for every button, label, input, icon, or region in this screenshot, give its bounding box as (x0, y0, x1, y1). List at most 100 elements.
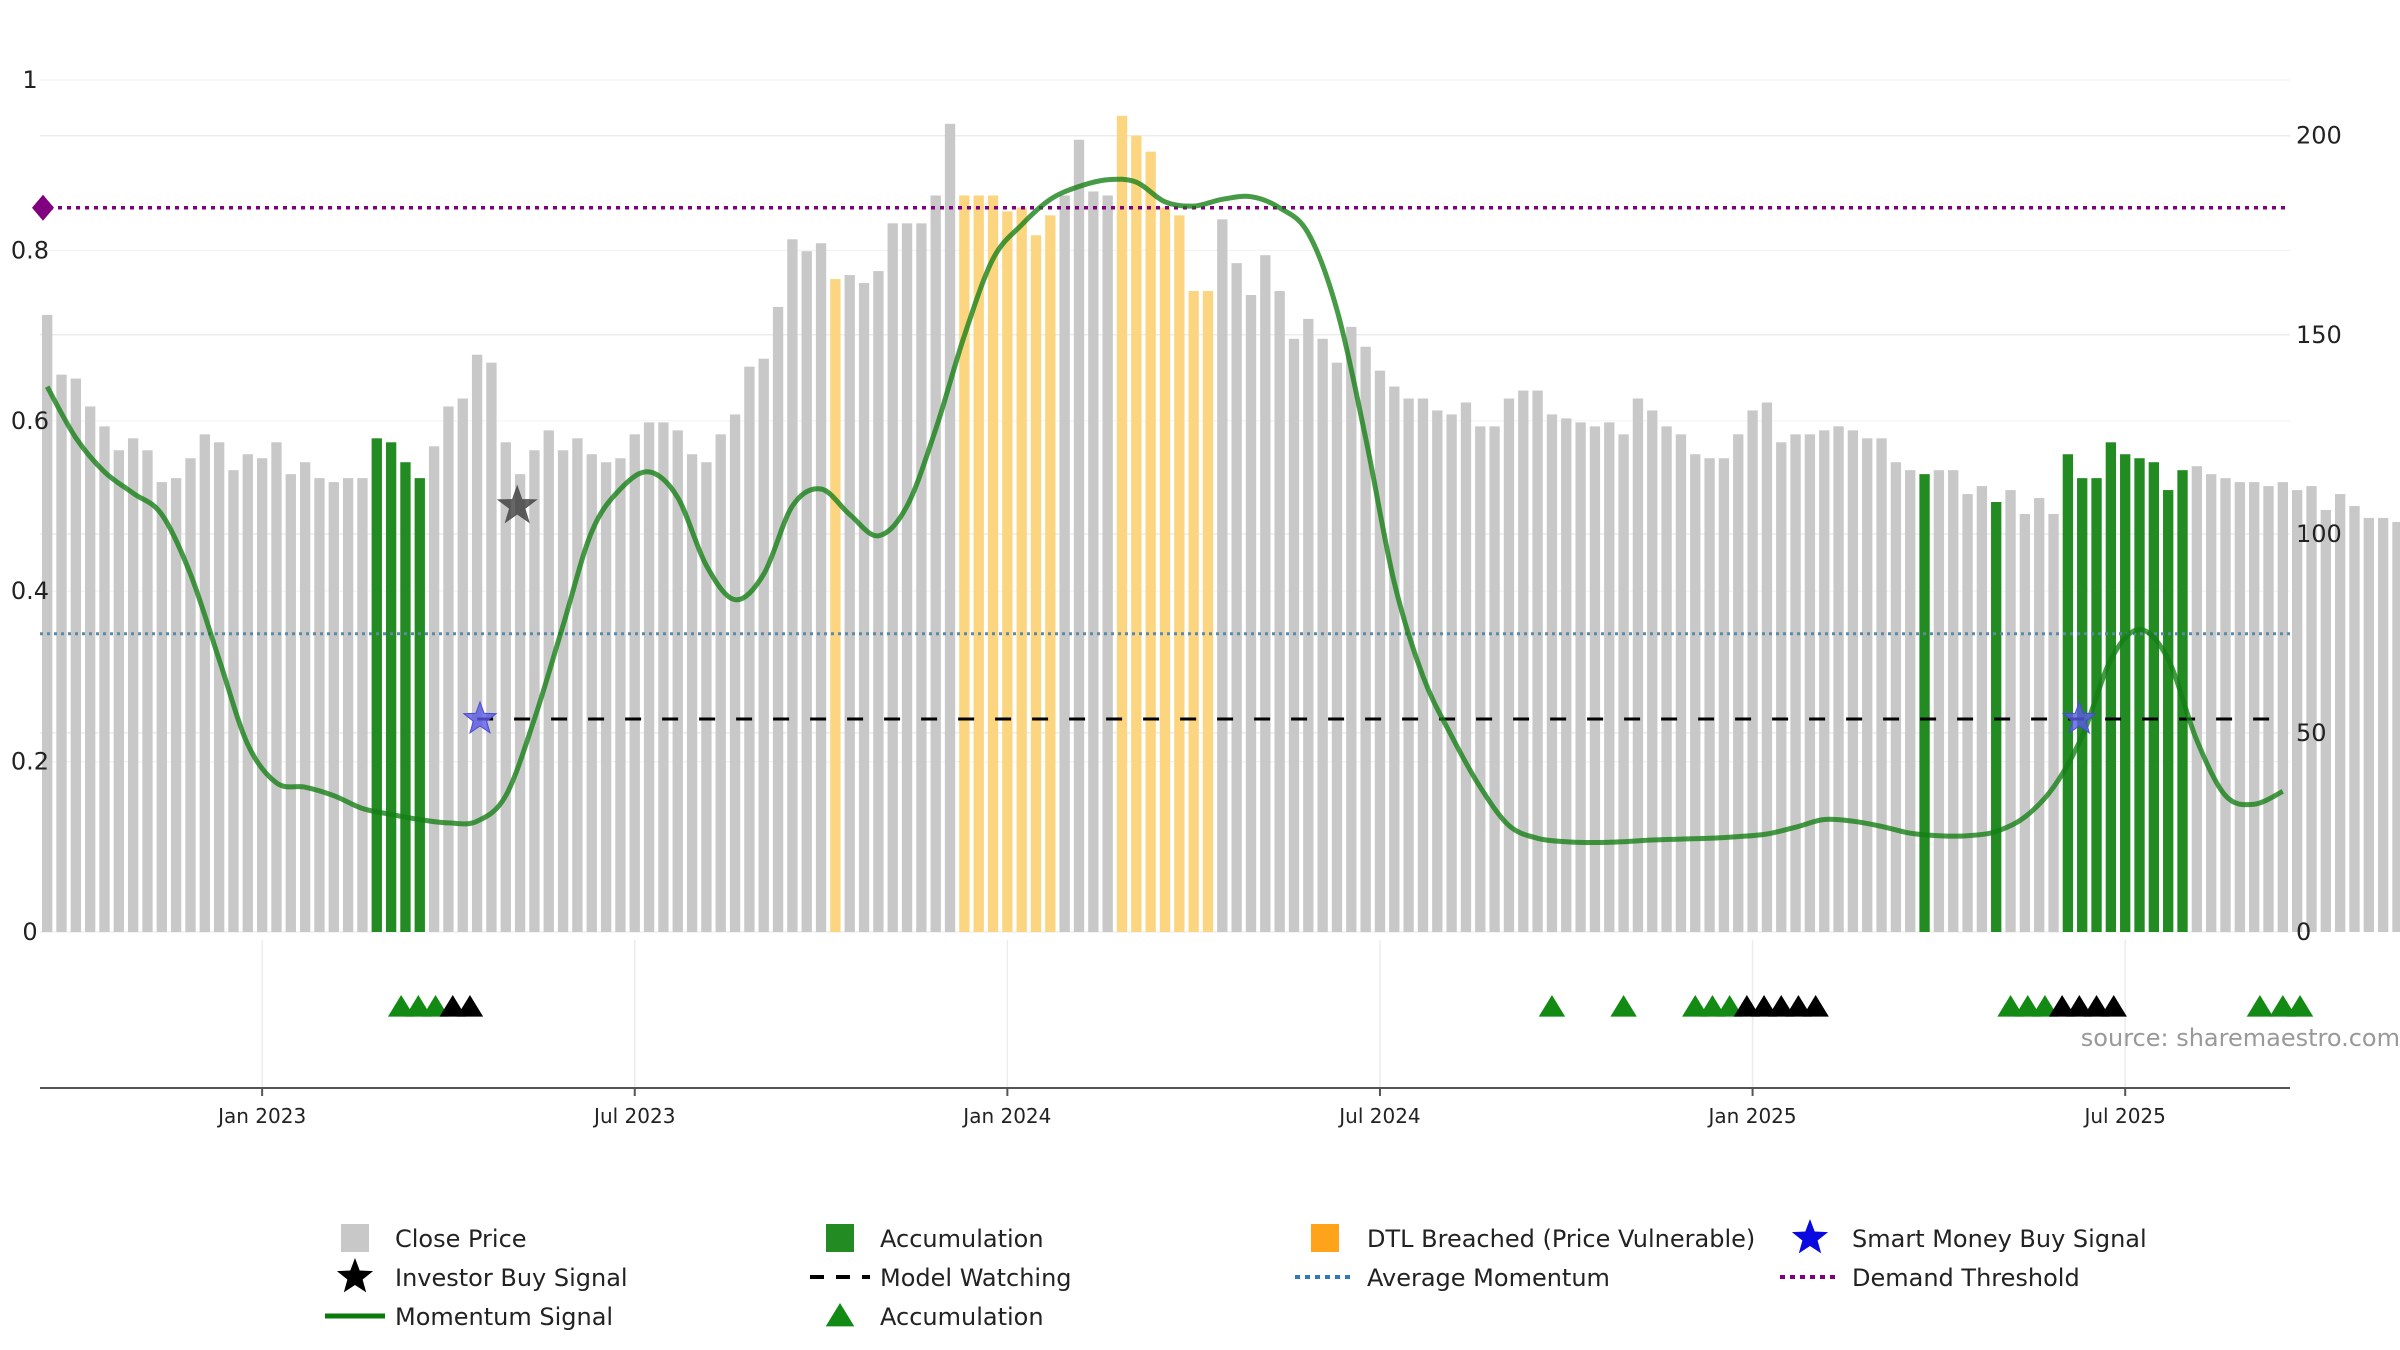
accumulation-bar (371, 438, 382, 932)
legend-label: Accumulation (880, 1303, 1044, 1331)
close-price-bar (1532, 390, 1543, 932)
close-price-bar (643, 422, 655, 932)
close-price-bar (1933, 470, 1945, 932)
close-price-bar (572, 438, 583, 932)
accumulation-triangle (1538, 995, 1566, 1017)
signal-lines (32, 176, 2290, 845)
legend-blue-star-icon (1791, 1219, 1829, 1254)
close-price-bar (729, 414, 741, 932)
close-price-bar (1976, 486, 1988, 932)
signal-triangle-black (456, 995, 484, 1017)
legend-green-square-icon (826, 1224, 854, 1252)
close-price-bar (1718, 458, 1730, 932)
close-price-bar (772, 306, 784, 932)
close-price-bar (858, 283, 870, 932)
close-price-bar (85, 406, 96, 933)
close-price-bar (314, 478, 325, 932)
price-bars (42, 115, 2400, 933)
signal-triangle-black (439, 995, 466, 1017)
accumulation-triangle (405, 995, 432, 1017)
legend-green-triangle-icon (825, 1303, 855, 1327)
close-price-bar (271, 442, 282, 932)
close-price-bar (514, 474, 526, 932)
close-price-bar (1747, 410, 1758, 932)
accumulation-triangle (387, 995, 415, 1017)
close-price-bar (2249, 482, 2260, 932)
accumulation-bar (385, 442, 397, 932)
dtl-breached-bar (1174, 215, 1185, 933)
legend-black-star-icon (336, 1258, 374, 1293)
signal-markers (387, 484, 2314, 1017)
dtl-breached-bar (1030, 235, 1042, 932)
accumulation-bar (2120, 454, 2131, 932)
accumulation-bar (2105, 442, 2117, 932)
close-price-bar (242, 454, 253, 932)
close-price-bar (1704, 458, 1715, 932)
close-price-bar (127, 438, 139, 932)
close-price-bar (1260, 255, 1271, 932)
close-price-bar (2335, 494, 2346, 932)
dtl-breached-bar (973, 195, 984, 932)
close-price-bar (342, 478, 354, 932)
right-tick-label: 150 (2296, 321, 2342, 349)
left-tick-label: 0.4 (11, 577, 49, 605)
dtl-breached-bar (1016, 207, 1027, 932)
close-price-bar (887, 223, 898, 932)
close-price-bar (944, 123, 956, 933)
close-price-bar (1819, 430, 1830, 932)
close-price-bar (1632, 398, 1644, 932)
close-price-bar (1475, 426, 1486, 932)
close-price-bar (42, 314, 53, 932)
close-price-bar (256, 458, 268, 932)
close-price-bar (70, 378, 81, 933)
accumulation-bar (2077, 478, 2088, 932)
close-price-bar (1604, 422, 1615, 932)
accumulation-triangle (1682, 995, 1709, 1017)
close-price-bar (185, 458, 196, 932)
close-price-bar (930, 195, 941, 932)
accumulation-triangle (2269, 995, 2297, 1017)
accumulation-triangle (2014, 995, 2041, 1017)
close-price-bar (2263, 486, 2274, 932)
close-price-bar (787, 239, 798, 932)
close-price-bar (1962, 494, 1973, 932)
close-price-bar (1274, 291, 1285, 932)
signal-triangle-black (1768, 995, 1795, 1017)
dtl-breached-bar (1116, 115, 1128, 932)
close-price-bar (1733, 434, 1744, 932)
close-price-bar (2191, 466, 2203, 932)
dtl-breached-bar (1202, 291, 1214, 932)
close-price-bar (1360, 346, 1371, 932)
accumulation-bar (2062, 454, 2074, 932)
dtl-breached-bar (1159, 207, 1171, 932)
close-price-bar (1690, 454, 1701, 932)
left-tick-label: 0.6 (11, 407, 49, 435)
x-tick-label: Jan 2024 (961, 1104, 1051, 1128)
close-price-bar (2349, 506, 2360, 932)
close-price-bar (2377, 517, 2389, 932)
close-price-bar (2306, 486, 2317, 932)
close-price-bar (1876, 438, 1887, 932)
close-price-bar (1905, 470, 1916, 932)
close-price-bar (486, 362, 497, 932)
close-price-bar (1518, 390, 1529, 932)
close-price-bar (213, 442, 225, 932)
close-price-bar (2363, 517, 2374, 932)
close-price-bar (1948, 470, 1959, 932)
close-price-bar (2277, 482, 2288, 932)
smart-money-buy-star (462, 700, 498, 734)
close-price-bar (56, 374, 67, 932)
legend-label: Accumulation (880, 1225, 1044, 1253)
close-price-bar (1546, 414, 1558, 932)
close-price-bar (2206, 474, 2217, 932)
signal-triangle-black (2048, 995, 2076, 1017)
legend-label: Investor Buy Signal (395, 1264, 628, 1292)
close-price-bar (1647, 410, 1658, 932)
source-label: source: sharemaestro.com (2081, 1024, 2400, 1052)
close-price-bar (629, 434, 640, 932)
legend-label: Demand Threshold (1852, 1264, 2080, 1292)
accumulation-bar (2091, 478, 2102, 932)
close-price-bar (1217, 219, 1228, 933)
close-price-bar (99, 426, 110, 932)
